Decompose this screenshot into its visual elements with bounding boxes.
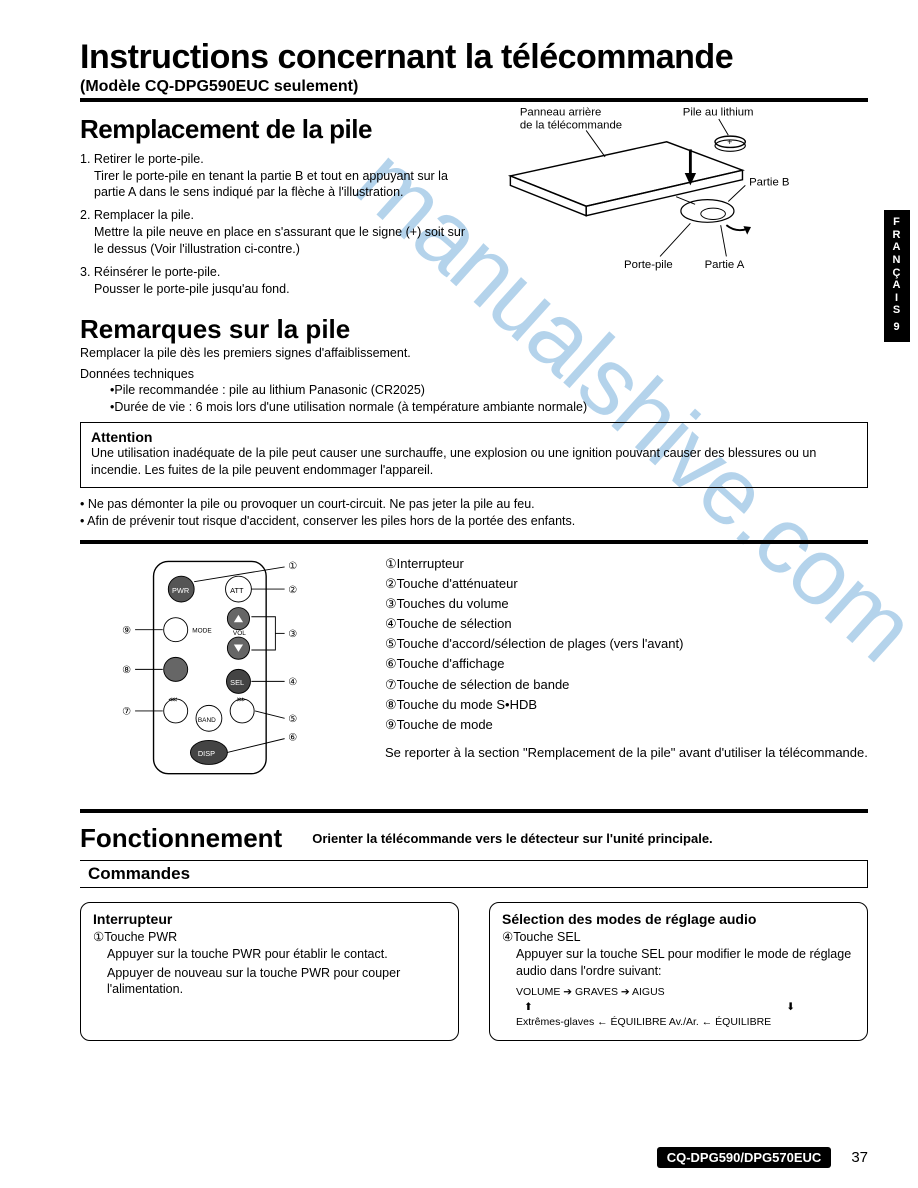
remote-label-list: ①Interrupteur ②Touche d'atténuateur ③Tou… xyxy=(385,554,868,763)
svg-text:+: + xyxy=(728,136,733,146)
svg-text:SEL: SEL xyxy=(230,678,244,687)
replacement-heading: Remplacement de la pile xyxy=(80,114,473,145)
step3-body: Pousser le porte-pile jusqu'au fond. xyxy=(94,281,473,298)
remote-label-1: ①Interrupteur xyxy=(385,554,868,574)
flow-line2: Extrêmes-glaves ← ÉQUILIBRE Av./Ar. ← ÉQ… xyxy=(516,1015,855,1030)
cmd-left-title: Interrupteur xyxy=(93,911,446,927)
commands-heading: Commandes xyxy=(80,860,868,888)
remote-label-9: ⑨Touche de mode xyxy=(385,715,868,735)
remarks-intro: Remplacer la pile dès les premiers signe… xyxy=(80,345,868,362)
remote-label-8: ⑧Touche du mode S•HDB xyxy=(385,695,868,715)
warn1: • Ne pas démonter la pile ou provoquer u… xyxy=(80,496,868,513)
cmd-left-body2: Appuyer de nouveau sur la touche PWR pou… xyxy=(107,965,446,999)
operation-heading: Fonctionnement xyxy=(80,823,282,854)
attention-box: Attention Une utilisation inadéquate de … xyxy=(80,422,868,488)
step2-head: 2. Remplacer la pile. xyxy=(80,207,473,224)
label-holder: Porte-pile xyxy=(624,258,673,270)
remote-note: Se reporter à la section "Remplacement d… xyxy=(385,743,868,763)
attention-title: Attention xyxy=(91,429,857,445)
cmd-box-selection: Sélection des modes de réglage audio ④To… xyxy=(489,902,868,1041)
remote-label-6: ⑥Touche d'affichage xyxy=(385,654,868,674)
svg-text:⑨: ⑨ xyxy=(122,625,131,636)
tech-head: Données techniques xyxy=(80,366,868,383)
attention-body: Une utilisation inadéquate de la pile pe… xyxy=(91,445,857,479)
cmd-right-sub: ④Touche SEL xyxy=(502,929,855,944)
svg-text:③: ③ xyxy=(288,629,297,640)
svg-text:②: ② xyxy=(288,584,297,595)
svg-text:BAND: BAND xyxy=(198,717,216,724)
cmd-left-body1: Appuyer sur la touche PWR pour établir l… xyxy=(107,946,446,963)
svg-text:VOL: VOL xyxy=(233,630,246,637)
svg-text:⑧: ⑧ xyxy=(122,665,131,676)
svg-text:MODE: MODE xyxy=(192,627,212,634)
operation-note: Orienter la télécommande vers le détecte… xyxy=(312,831,868,846)
svg-text:de la télécommande: de la télécommande xyxy=(520,119,622,131)
replacement-steps: 1. Retirer le porte-pile. Tirer le porte… xyxy=(80,151,473,298)
svg-text:①: ① xyxy=(288,560,297,571)
battery-diagram: Panneau arrière de la télécommande Pile … xyxy=(493,102,793,282)
svg-text:⑦: ⑦ xyxy=(122,706,131,717)
svg-text:ATT: ATT xyxy=(230,585,244,594)
remarks-heading: Remarques sur la pile xyxy=(80,314,868,345)
remote-label-5: ⑤Touche d'accord/sélection de plages (ve… xyxy=(385,634,868,654)
step1-body: Tirer le porte-pile en tenant la partie … xyxy=(94,168,473,202)
step1-head: 1. Retirer le porte-pile. xyxy=(80,151,473,168)
cmd-right-body: Appuyer sur la touche SEL pour modifier … xyxy=(516,946,855,980)
step2-body: Mettre la pile neuve en place en s'assur… xyxy=(94,224,473,258)
svg-text:⑥: ⑥ xyxy=(288,732,297,743)
remote-diagram: PWR ATT ① ② MODE VOL ⑨ ③ SEL ⑧ ④ ⋘ xyxy=(80,554,360,794)
remote-label-3: ③Touches du volume xyxy=(385,594,868,614)
flow-line1: VOLUME ➔ GRAVES ➔ AIGUS xyxy=(516,985,855,1000)
remote-label-4: ④Touche de sélection xyxy=(385,614,868,634)
tech1: •Pile recommandée : pile au lithium Pana… xyxy=(110,382,868,399)
remote-label-2: ②Touche d'atténuateur xyxy=(385,574,868,594)
label-lithium: Pile au lithium xyxy=(683,106,754,118)
svg-text:⋙: ⋙ xyxy=(237,696,246,703)
divider2 xyxy=(80,809,868,813)
page-subtitle: (Modèle CQ-DPG590EUC seulement) xyxy=(80,78,868,102)
svg-text:④: ④ xyxy=(288,677,297,688)
label-partB: Partie B xyxy=(749,176,789,188)
tech2: •Durée de vie : 6 mois lors d'une utilis… xyxy=(110,399,868,416)
svg-text:⑤: ⑤ xyxy=(288,714,297,725)
label-back: Panneau arrière xyxy=(520,106,601,118)
svg-text:DISP: DISP xyxy=(198,749,215,758)
cmd-right-title: Sélection des modes de réglage audio xyxy=(502,911,855,927)
svg-text:⋘: ⋘ xyxy=(168,696,177,703)
page-title: Instructions concernant la télécommande xyxy=(80,40,868,76)
svg-text:PWR: PWR xyxy=(172,585,189,594)
step3-head: 3. Réinsérer le porte-pile. xyxy=(80,264,473,281)
page-number: 37 xyxy=(851,1149,868,1166)
divider xyxy=(80,540,868,544)
cmd-box-interrupteur: Interrupteur ①Touche PWR Appuyer sur la … xyxy=(80,902,459,1041)
model-badge: CQ-DPG590/DPG570EUC xyxy=(657,1147,832,1168)
cmd-left-sub: ①Touche PWR xyxy=(93,929,446,944)
remote-label-7: ⑦Touche de sélection de bande xyxy=(385,675,868,695)
warn2: • Afin de prévenir tout risque d'acciden… xyxy=(80,513,868,530)
label-partA: Partie A xyxy=(705,258,745,270)
